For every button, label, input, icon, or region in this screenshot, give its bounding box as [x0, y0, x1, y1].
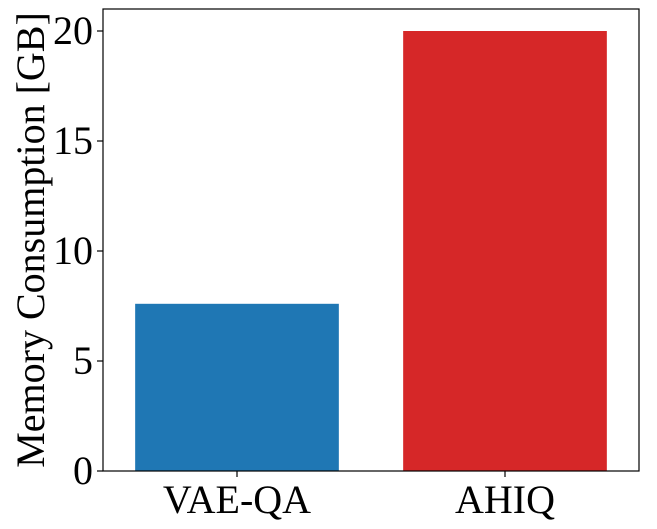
x-axis-ticks: VAE-QA AHIQ	[163, 471, 555, 522]
x-tick-label: AHIQ	[455, 477, 555, 522]
y-tick-label: 5	[73, 338, 93, 383]
x-tick-label: VAE-QA	[163, 477, 311, 522]
bar-vae-qa	[135, 303, 339, 471]
bar-ahiq	[403, 31, 607, 471]
plot-frame	[102, 8, 640, 472]
bars-group	[135, 31, 607, 471]
y-tick-label: 0	[73, 448, 93, 493]
y-tick-label: 20	[53, 8, 93, 53]
y-axis-ticks: 0 5 10 15 20	[53, 8, 103, 493]
y-tick-label: 10	[53, 228, 93, 273]
y-axis-label: Memory Consumption [GB]	[8, 12, 53, 468]
y-tick-label: 15	[53, 118, 93, 163]
